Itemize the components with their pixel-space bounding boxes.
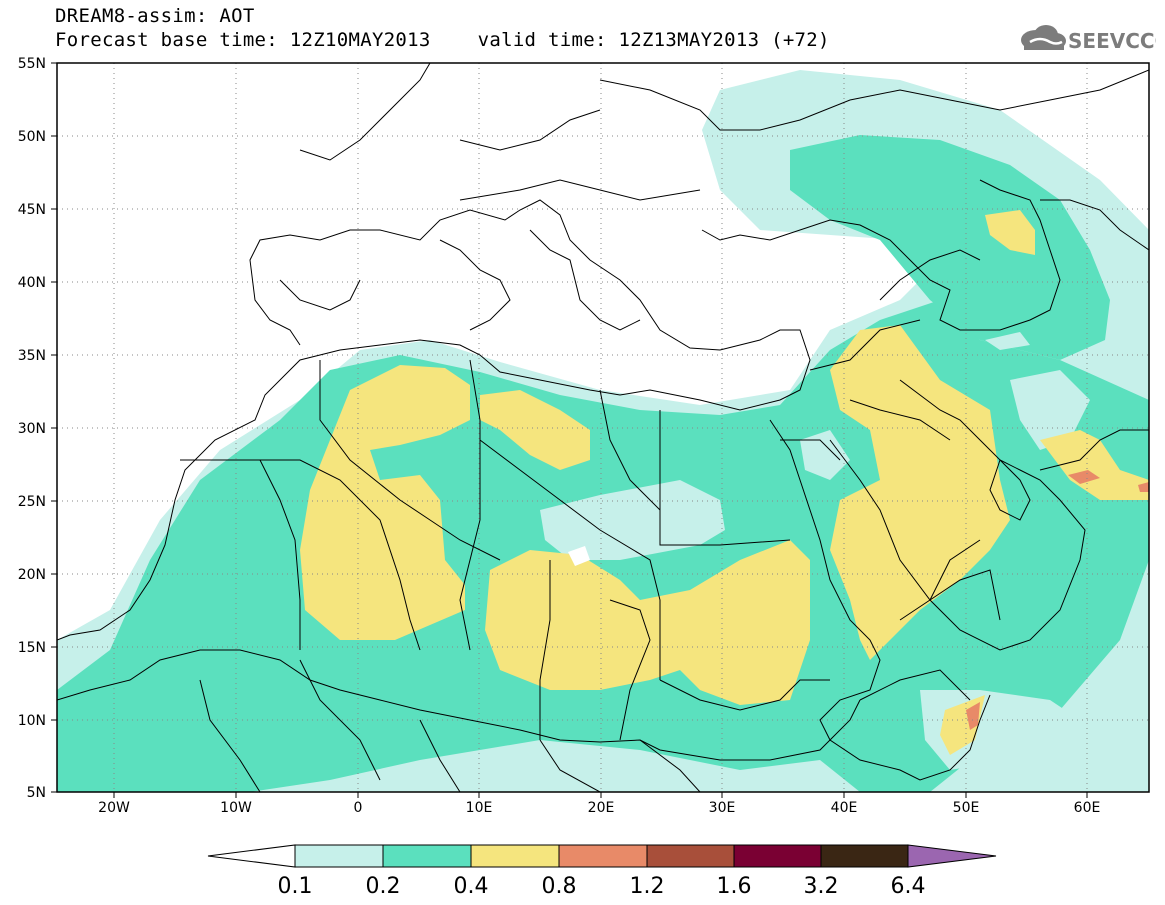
- lat-label: 20N: [18, 567, 46, 583]
- logo-text: SEEVCCC: [1068, 29, 1156, 53]
- colorbar-label: 1.6: [717, 874, 752, 899]
- colorbar-segment: [558, 844, 648, 868]
- colorbar-label: 0.1: [278, 874, 313, 899]
- colorbar-label: 0.4: [454, 874, 489, 899]
- lat-label: 55N: [18, 56, 46, 72]
- lat-labels: 55N 50N 45N 40N 35N 30N 25N 20N 15N 10N …: [18, 56, 46, 801]
- lat-label: 30N: [18, 421, 46, 437]
- colorbar-label: 6.4: [891, 874, 926, 899]
- forecast-time-subtitle: Forecast base time: 12Z10MAY2013 valid t…: [55, 29, 830, 51]
- lon-label: 40E: [831, 800, 858, 816]
- colorbar-label: 3.2: [804, 874, 839, 899]
- lat-label: 50N: [18, 129, 46, 145]
- seevccc-logo: SEEVCCC: [1021, 25, 1156, 53]
- lat-label: 35N: [18, 348, 46, 364]
- cloud-logo-icon: [1021, 25, 1066, 50]
- aot-shading: [57, 70, 1149, 792]
- aot-clear-spots: [568, 546, 590, 566]
- lon-label: 50E: [953, 800, 980, 816]
- lon-label: 30E: [709, 800, 736, 816]
- lon-label: 60E: [1074, 800, 1101, 816]
- colorbar: 0.1 0.2 0.4 0.8 1.2 1.6 3.2 6.4: [207, 844, 997, 899]
- coastlines-borders: [57, 63, 1149, 792]
- lon-label: 0: [354, 800, 363, 816]
- colorbar-segment: [646, 844, 735, 868]
- map-title: DREAM8-assim: AOT: [55, 5, 255, 27]
- lon-label: 20E: [588, 800, 615, 816]
- colorbar-high-arrow: [907, 844, 997, 868]
- colorbar-label: 1.2: [630, 874, 665, 899]
- lon-label: 10W: [220, 800, 252, 816]
- lat-label: 40N: [18, 275, 46, 291]
- axis-ticks: [51, 62, 1088, 798]
- lat-label: 25N: [18, 494, 46, 510]
- lat-lon-grid: [57, 63, 1149, 792]
- aot-level-0.4: [300, 210, 1149, 755]
- lon-labels: 20W 10W 0 10E 20E 30E 40E 50E 60E: [98, 800, 1100, 816]
- lon-label: 20W: [98, 800, 130, 816]
- colorbar-segment: [733, 844, 822, 868]
- lat-label: 5N: [27, 785, 46, 801]
- colorbar-segment: [294, 844, 384, 868]
- colorbar-segment: [820, 844, 909, 868]
- colorbar-low-arrow: [207, 844, 296, 868]
- aot-level-0.8: [966, 470, 1149, 730]
- lat-label: 45N: [18, 202, 46, 218]
- colorbar-label: 0.2: [366, 874, 401, 899]
- lon-label: 10E: [466, 800, 493, 816]
- colorbar-segment: [382, 844, 472, 868]
- lat-label: 15N: [18, 640, 46, 656]
- colorbar-label: 0.8: [542, 874, 577, 899]
- colorbar-segment: [470, 844, 560, 868]
- lat-label: 10N: [18, 713, 46, 729]
